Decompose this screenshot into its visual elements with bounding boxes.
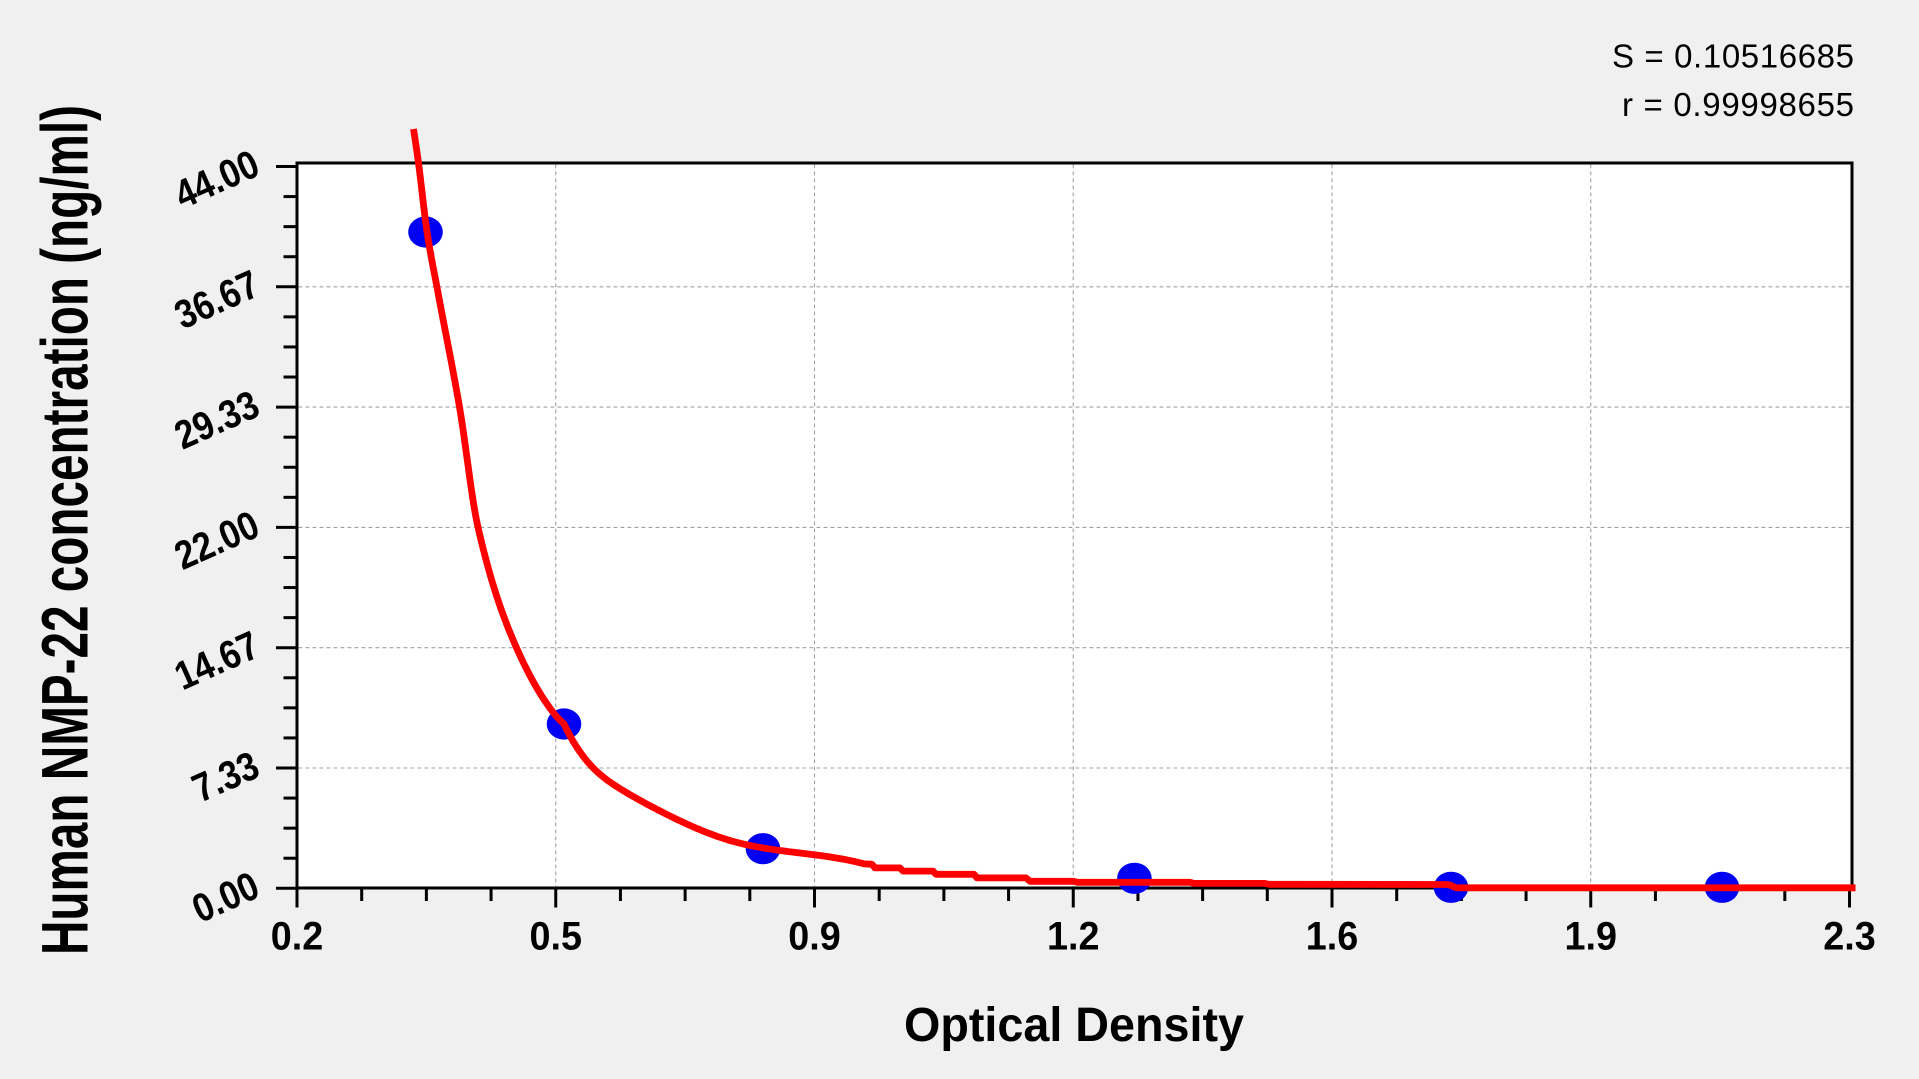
svg-text:Optical Density: Optical Density bbox=[904, 999, 1244, 1052]
svg-text:0.9: 0.9 bbox=[788, 915, 841, 959]
svg-text:0.2: 0.2 bbox=[271, 915, 324, 959]
svg-text:1.6: 1.6 bbox=[1306, 915, 1359, 959]
svg-text:1.2: 1.2 bbox=[1047, 915, 1100, 959]
svg-text:2.3: 2.3 bbox=[1823, 915, 1876, 959]
svg-text:r = 0.99998655: r = 0.99998655 bbox=[1622, 86, 1854, 123]
svg-text:1.9: 1.9 bbox=[1565, 915, 1618, 959]
svg-text:0.5: 0.5 bbox=[530, 915, 583, 959]
svg-text:Human NMP-22 concentration (ng: Human NMP-22 concentration (ng/ml) bbox=[28, 105, 102, 955]
svg-text:S = 0.10516685: S = 0.10516685 bbox=[1612, 38, 1854, 75]
